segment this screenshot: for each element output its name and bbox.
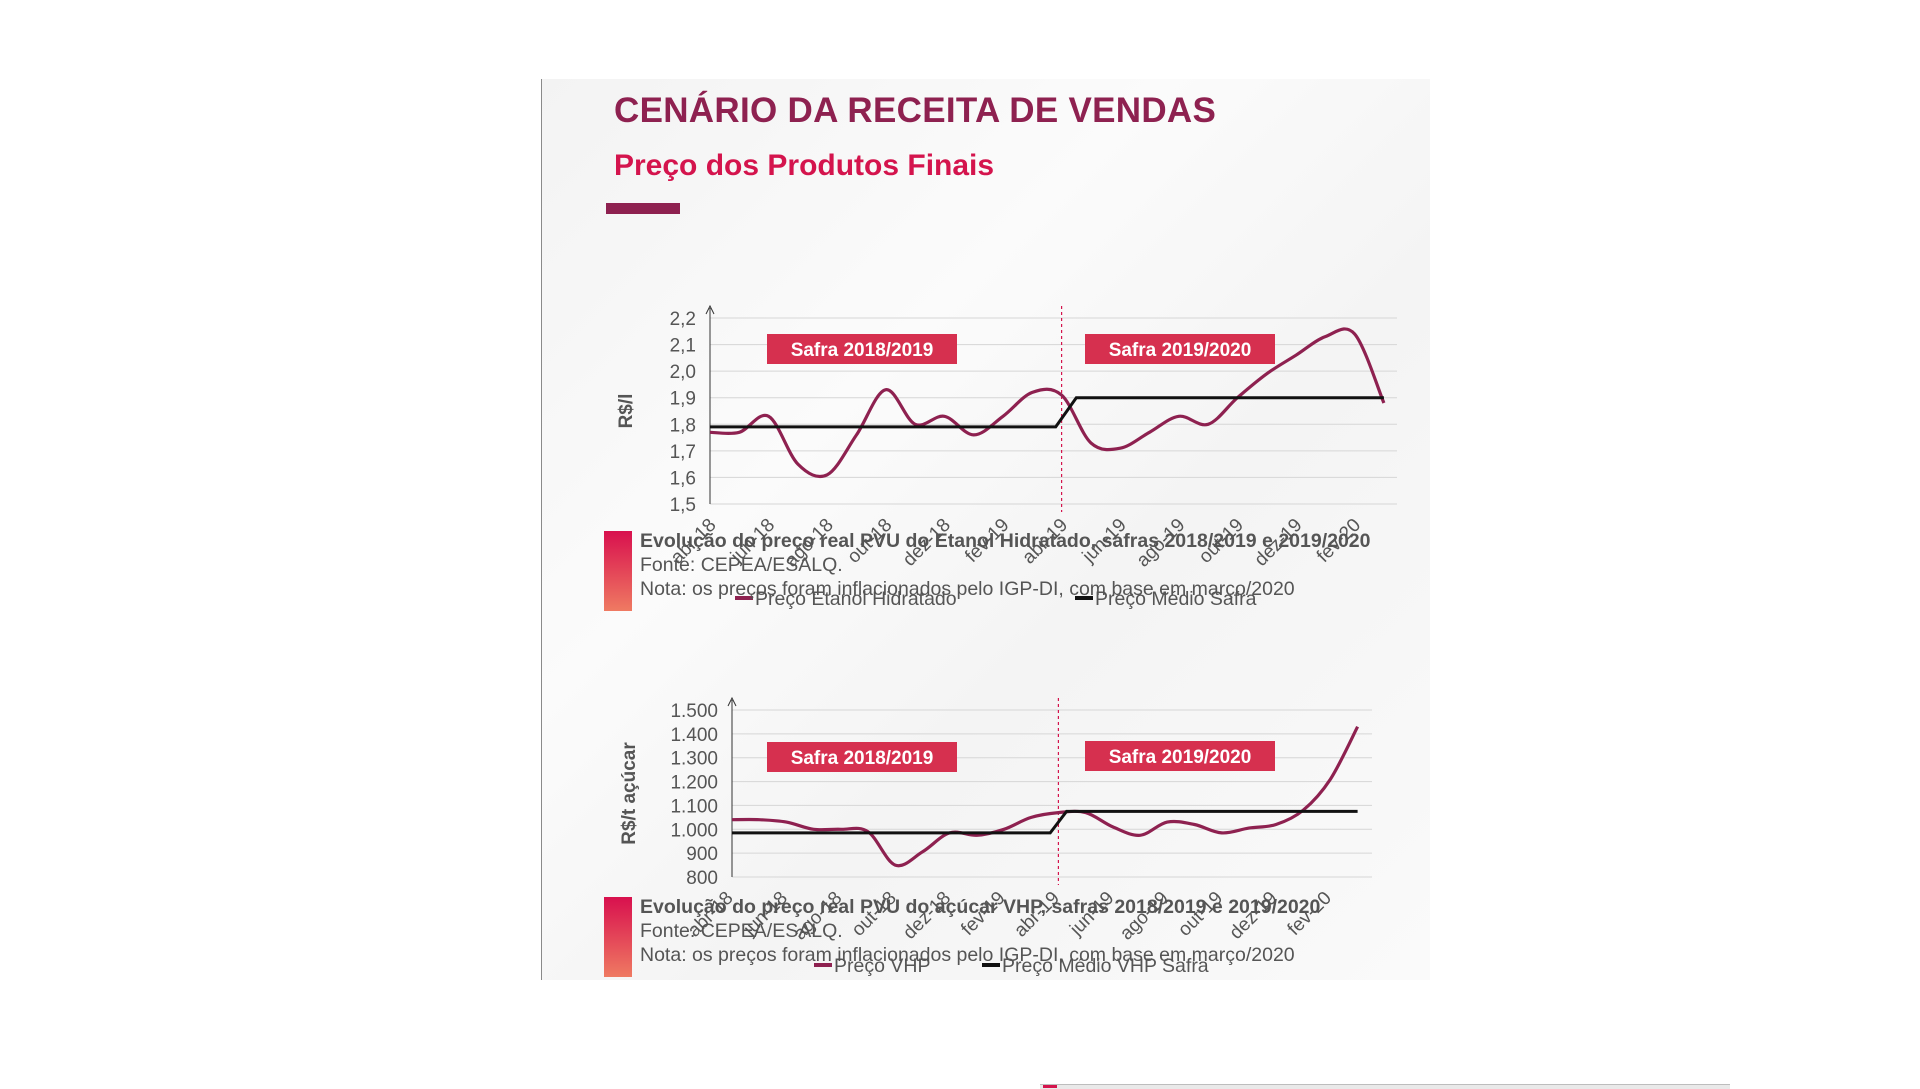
- y-axis-label: R$/l: [616, 394, 637, 429]
- y-tick-label: 1,7: [670, 442, 696, 463]
- y-tick-label: 1,9: [670, 389, 696, 410]
- window-bottom-bar: [1040, 1084, 1730, 1089]
- y-tick-label: 900: [686, 844, 718, 865]
- legend-label-avg: Preço Médio Safra: [1095, 588, 1257, 610]
- y-tick-label: 2,0: [670, 362, 696, 383]
- safra-badge-label: Safra 2019/2020: [1109, 340, 1252, 361]
- safra-badge: [767, 742, 957, 772]
- y-tick-label: 1.400: [670, 725, 718, 746]
- safra-badge-label: Safra 2018/2019: [791, 340, 934, 361]
- page-subtitle: Preço dos Produtos Finais: [614, 149, 995, 182]
- page-title: CENÁRIO DA RECEITA DE VENDAS: [614, 91, 1217, 130]
- caption-title: Evolução do preço real PVU do açúcar VHP…: [640, 896, 1321, 918]
- y-tick-label: 1.300: [670, 749, 718, 770]
- series-line-main: [709, 327, 1386, 479]
- safra-badge-label: Safra 2018/2019: [791, 748, 934, 769]
- legend-label-avg: Preço Médio VHP Safra: [1002, 955, 1209, 977]
- y-tick-label: 2,1: [670, 336, 696, 357]
- caption-accent-bar: [604, 897, 632, 977]
- caption-source: Fonte: CEPEA/ESALQ.: [640, 554, 843, 576]
- caption-title: Evolução do preço real PVU do Etanol Hid…: [640, 530, 1371, 552]
- caption-note: Nota: os preços foram inflacionados pelo…: [640, 578, 1295, 600]
- safra-badge: [1085, 334, 1275, 364]
- y-tick-label: 1,8: [670, 415, 696, 436]
- y-tick-label: 1,5: [670, 495, 696, 516]
- y-tick-label: 1.500: [670, 701, 718, 722]
- caption-accent-bar: [604, 531, 632, 611]
- report-panel: CENÁRIO DA RECEITA DE VENDAS Preço dos P…: [541, 79, 1430, 980]
- y-tick-label: 1.000: [670, 820, 718, 841]
- safra-badge: [1085, 741, 1275, 771]
- series-line-main: [731, 725, 1360, 868]
- legend-label-main: Preço VHP: [834, 955, 930, 977]
- y-axis-label: R$/t açúcar: [619, 742, 640, 845]
- y-tick-label: 2,2: [670, 309, 696, 330]
- caption-source: Fonte: CEPEA/ESALQ.: [640, 920, 843, 942]
- y-tick-label: 1.100: [670, 796, 718, 817]
- safra-badge: [767, 334, 957, 364]
- safra-badge-label: Safra 2019/2020: [1109, 747, 1252, 768]
- series-line-avg: [732, 809, 1358, 835]
- caption-note: Nota: os preços foram inflacionados pelo…: [640, 944, 1295, 966]
- series-line-avg: [710, 396, 1384, 429]
- window-bottom-indicator: [1043, 1085, 1057, 1088]
- legend-label-main: Preço Etanol Hidratado: [755, 588, 957, 610]
- y-axis-arrow: [727, 696, 737, 707]
- y-tick-label: 800: [686, 868, 718, 889]
- y-tick-label: 1,6: [670, 468, 696, 489]
- title-accent-bar: [606, 203, 680, 214]
- y-axis-arrow: [705, 304, 715, 315]
- y-tick-label: 1.200: [670, 773, 718, 794]
